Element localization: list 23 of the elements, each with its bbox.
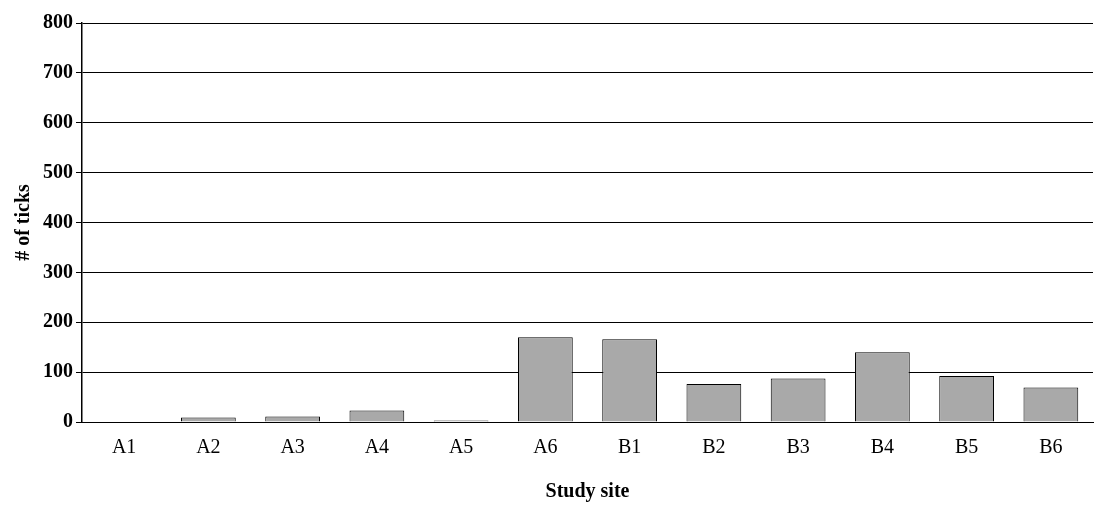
y-tick-label: 600 xyxy=(43,109,73,132)
x-tick-label: A2 xyxy=(196,435,221,458)
x-tick-label: B4 xyxy=(870,435,895,458)
x-tick-label: B3 xyxy=(786,435,810,458)
y-tick-label: 500 xyxy=(43,159,73,182)
y-tick-label: 0 xyxy=(63,409,73,432)
x-tick-label: B1 xyxy=(617,435,642,458)
y-tick-label: 200 xyxy=(43,309,73,332)
y-tick-label: 800 xyxy=(43,10,73,33)
y-tick-label: 400 xyxy=(43,209,73,232)
x-tick-label: B6 xyxy=(1039,435,1063,458)
y-tick-label: 700 xyxy=(43,60,73,83)
y-axis-title: # of ticks xyxy=(11,183,34,261)
x-tick-label: B2 xyxy=(702,435,726,458)
y-tick-label: 100 xyxy=(43,359,73,382)
x-tick-label: A1 xyxy=(111,435,137,458)
x-tick-label: B5 xyxy=(954,435,979,458)
x-tick-label: A4 xyxy=(364,435,390,458)
x-tick-label: A3 xyxy=(280,435,305,458)
y-tick-label: 300 xyxy=(43,259,73,282)
x-tick-label: A6 xyxy=(533,435,558,458)
x-axis-title: Study site xyxy=(545,479,630,503)
x-tick-label: A5 xyxy=(448,435,474,458)
